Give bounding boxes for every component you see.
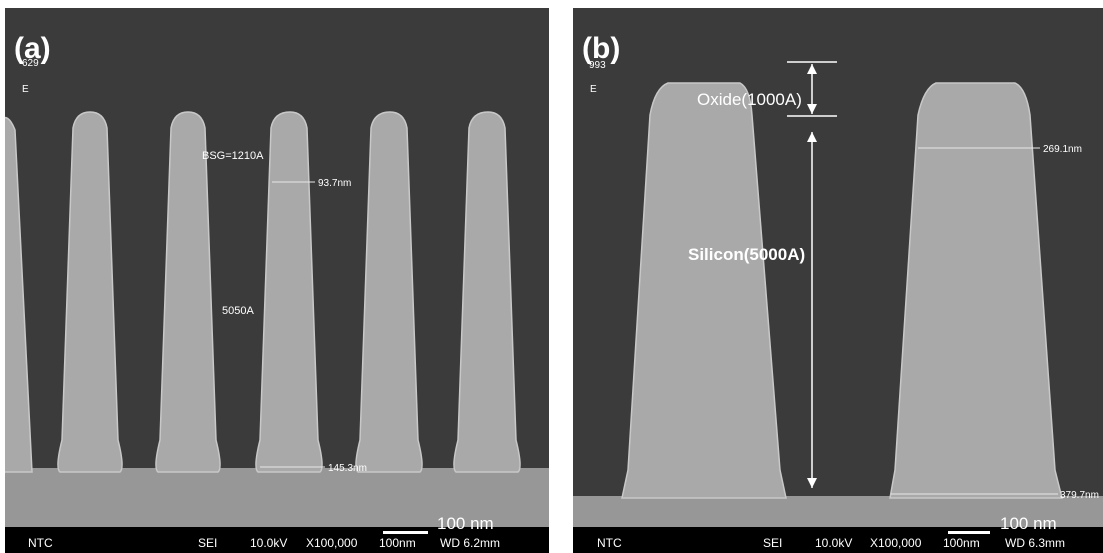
scale-text: 100 nm	[1000, 514, 1057, 533]
image-code: 629	[22, 58, 39, 69]
annotation: BSG=1210A	[202, 150, 264, 162]
annotation: Oxide(1000A)	[697, 90, 802, 109]
footer-item: SEI	[198, 536, 217, 550]
measurement: 379.7nm	[1060, 490, 1099, 501]
measurement: 93.7nm	[318, 178, 351, 189]
footer-item: X100,000	[306, 536, 358, 550]
measurement: 145.3nm	[328, 463, 367, 474]
footer-item: 10.0kV	[250, 536, 287, 550]
panel-b: (b) 993 E Oxide(1000A) 269.1nm Silicon(5…	[573, 8, 1103, 553]
annotation: 5050A	[222, 305, 254, 317]
footer-item: NTC	[597, 536, 622, 550]
detector-mark: E	[590, 84, 597, 95]
footer-item: NTC	[28, 536, 53, 550]
footer-item: 100nm	[379, 536, 416, 550]
scale-text: 100 nm	[437, 514, 494, 533]
figure: (a) 629 E BSG=1210A 93.7nm 5050A 145.3nm…	[0, 0, 1103, 553]
footer-item: 10.0kV	[815, 536, 852, 550]
annotation: Silicon(5000A)	[688, 245, 805, 264]
image-code: 993	[589, 60, 606, 71]
footer-item: WD 6.2mm	[440, 536, 500, 550]
measurement: 269.1nm	[1043, 144, 1082, 155]
panel-a: (a) 629 E BSG=1210A 93.7nm 5050A 145.3nm…	[0, 8, 549, 553]
footer-item: WD 6.3mm	[1005, 536, 1065, 550]
scale-bar	[948, 531, 990, 534]
scale-bar	[383, 531, 428, 534]
footer-item: SEI	[763, 536, 782, 550]
footer-item: X100,000	[870, 536, 922, 550]
footer-item: 100nm	[943, 536, 980, 550]
detector-mark: E	[22, 84, 29, 95]
